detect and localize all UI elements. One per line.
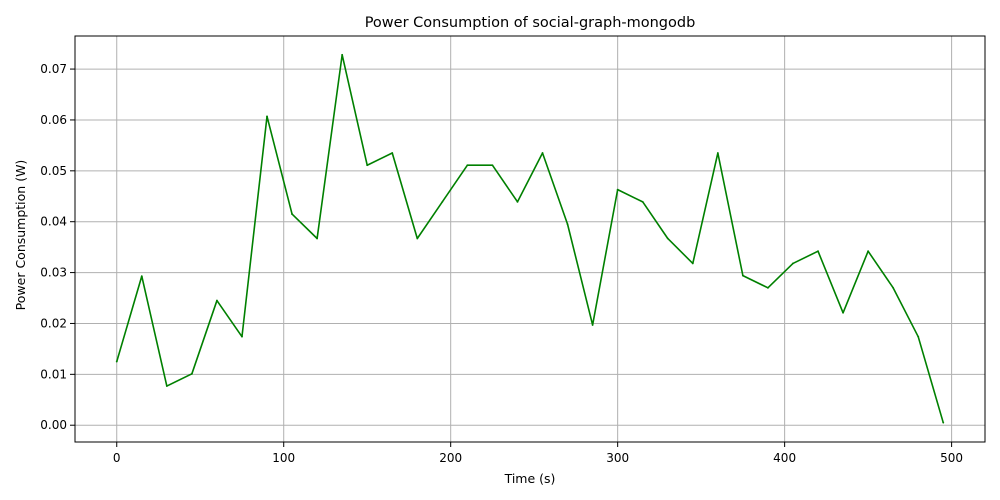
data-point [591, 324, 594, 326]
x-tick-label: 200 [439, 451, 462, 465]
data-point [917, 335, 920, 338]
data-point [216, 299, 218, 302]
y-axis-label: Power Consumption (W) [13, 160, 28, 311]
data-point [291, 213, 293, 215]
data-point [892, 286, 895, 289]
data-point [416, 237, 419, 240]
y-tick-label: 0.04 [40, 215, 67, 229]
data-point [266, 115, 268, 118]
data-point [140, 275, 143, 278]
y-tick-label: 0.01 [40, 367, 67, 381]
data-point [391, 152, 394, 154]
y-tick-label: 0.02 [40, 316, 67, 330]
x-axis-label: Time (s) [504, 471, 556, 486]
chart-title: Power Consumption of social-graph-mongod… [365, 15, 696, 31]
data-point [165, 385, 168, 387]
plot-frame [74, 35, 986, 443]
data-point [691, 262, 694, 265]
x-tick-label: 400 [773, 451, 796, 465]
x-tick-label: 100 [272, 451, 295, 465]
data-point [867, 250, 870, 253]
data-point [842, 311, 844, 314]
y-tick-label: 0.00 [40, 418, 67, 432]
x-tick-label: 300 [606, 451, 629, 465]
y-tick-label: 0.07 [40, 62, 67, 76]
x-tick-label: 500 [940, 451, 963, 465]
grid-lines [75, 36, 985, 442]
x-tick-label: 0 [113, 451, 121, 465]
data-point [817, 250, 819, 253]
y-tick-label: 0.05 [40, 164, 67, 178]
data-point [115, 360, 118, 363]
data-point [466, 164, 469, 167]
data-point [316, 237, 319, 240]
data-point [491, 164, 494, 167]
data-point [441, 200, 444, 203]
data-point [341, 53, 344, 56]
data-point [616, 188, 619, 191]
data-point [190, 372, 193, 375]
data-point [741, 274, 744, 277]
series-line [115, 54, 945, 423]
data-point [241, 335, 243, 338]
data-point [767, 286, 769, 289]
y-tick-label: 0.06 [40, 113, 67, 127]
x-axis-ticks: 0 100 200 300 400 500 [113, 442, 963, 465]
data-point [716, 152, 719, 154]
data-point [566, 223, 569, 226]
data-point [541, 152, 544, 154]
data-point [516, 200, 519, 203]
data-point [666, 237, 669, 240]
y-axis-ticks: 0.00 0.01 0.02 0.03 0.04 0.05 0.06 0.07 [40, 62, 75, 432]
data-point [942, 421, 945, 424]
data-point [366, 164, 369, 167]
data-point [641, 200, 644, 203]
data-point [792, 262, 794, 265]
y-tick-label: 0.03 [40, 266, 67, 280]
series-layer [115, 53, 945, 424]
